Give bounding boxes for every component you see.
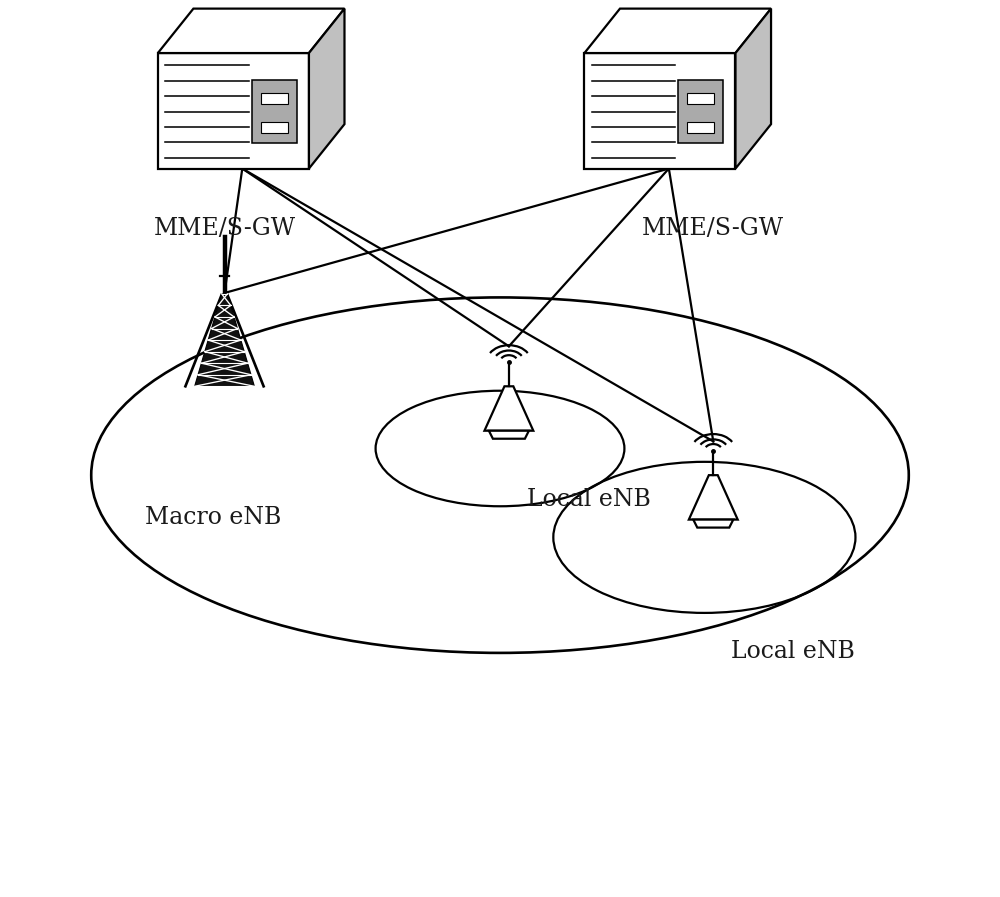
- Polygon shape: [584, 9, 771, 53]
- Polygon shape: [678, 80, 723, 144]
- Polygon shape: [261, 93, 288, 104]
- Polygon shape: [687, 122, 714, 133]
- Polygon shape: [687, 93, 714, 104]
- Text: MME/S-GW: MME/S-GW: [153, 217, 296, 240]
- Polygon shape: [689, 475, 738, 519]
- Polygon shape: [735, 9, 771, 169]
- Polygon shape: [489, 431, 529, 439]
- Polygon shape: [261, 122, 288, 133]
- Polygon shape: [309, 9, 344, 169]
- Text: Local eNB: Local eNB: [731, 640, 855, 663]
- Polygon shape: [484, 387, 533, 431]
- Polygon shape: [158, 9, 344, 53]
- Text: MME/S-GW: MME/S-GW: [642, 217, 784, 240]
- Polygon shape: [195, 294, 254, 387]
- Polygon shape: [584, 53, 735, 169]
- Polygon shape: [252, 80, 297, 144]
- Text: Local eNB: Local eNB: [527, 489, 651, 511]
- Polygon shape: [693, 519, 733, 527]
- Polygon shape: [158, 53, 309, 169]
- Text: Macro eNB: Macro eNB: [145, 506, 281, 529]
